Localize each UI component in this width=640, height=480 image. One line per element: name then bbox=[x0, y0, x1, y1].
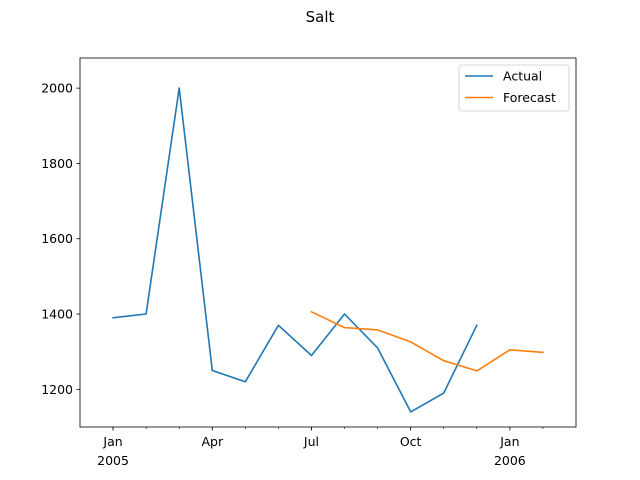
y-tick-label: 1800 bbox=[41, 156, 73, 171]
legend: Actual Forecast bbox=[458, 64, 570, 112]
y-tick-label: 1200 bbox=[41, 382, 73, 397]
y-tick-label: 1400 bbox=[41, 307, 73, 322]
axes: 1200 1400 1600 1800 2000 Jan 2005 Apr Jul Oct Jan 2… bbox=[41, 57, 577, 468]
x-tick-label: Jan bbox=[102, 434, 122, 449]
chart-title: Salt bbox=[306, 8, 335, 26]
x-tick-year-label: 2006 bbox=[494, 453, 526, 468]
axes-frame bbox=[79, 57, 577, 428]
series-line-actual bbox=[112, 87, 478, 413]
plot-area bbox=[112, 87, 544, 413]
x-tick-year-label: 2005 bbox=[97, 453, 129, 468]
series-line-forecast bbox=[310, 310, 544, 372]
x-tick-label: Jan bbox=[499, 434, 519, 449]
x-tick-label: Apr bbox=[201, 434, 223, 449]
legend-label-actual: Actual bbox=[503, 69, 542, 84]
y-tick-label: 1600 bbox=[41, 231, 73, 246]
y-tick-label: 2000 bbox=[41, 81, 73, 96]
x-tick-label: Jul bbox=[303, 434, 319, 449]
legend-label-forecast: Forecast bbox=[503, 90, 556, 105]
x-tick-label: Oct bbox=[400, 434, 422, 449]
